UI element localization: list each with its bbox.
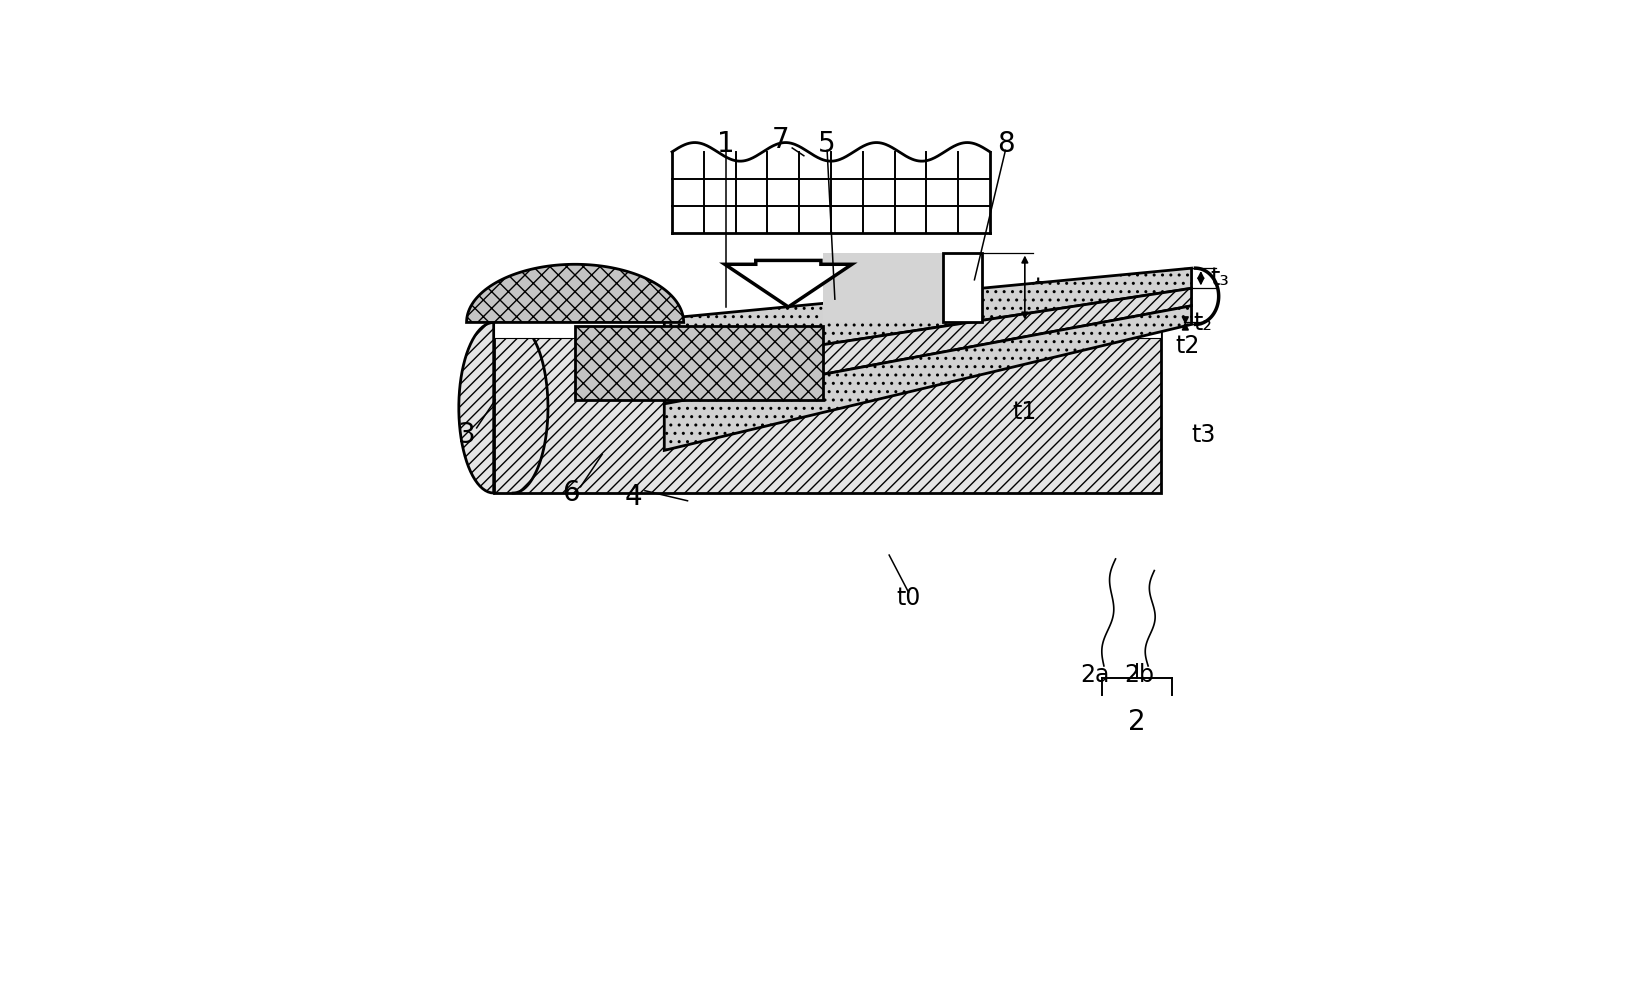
Text: 4: 4 [624,483,642,511]
Text: t₃: t₃ [1210,266,1228,290]
Text: 2a: 2a [1080,664,1109,687]
Text: t₁: t₁ [1034,276,1052,299]
Bar [494,322,1160,493]
Bar [575,326,823,400]
Polygon shape [665,288,1191,404]
Text: 2: 2 [1129,708,1147,736]
Text: t0: t0 [896,586,920,609]
Text: t3: t3 [1191,423,1215,447]
Polygon shape [665,306,1191,450]
Text: 3: 3 [458,421,476,449]
Text: 7: 7 [772,126,790,154]
Bar [494,322,1160,338]
Polygon shape [459,322,494,493]
Text: 8: 8 [997,130,1015,158]
Polygon shape [665,268,1191,369]
Text: t₂: t₂ [1192,311,1212,335]
Text: t2: t2 [1176,333,1201,357]
Text: 5: 5 [818,130,836,158]
Polygon shape [466,264,684,322]
Bar [823,253,982,322]
Text: 6: 6 [562,479,580,508]
Text: t1: t1 [1013,400,1038,424]
Text: 1: 1 [717,130,735,158]
Polygon shape [725,261,852,307]
Text: 2b: 2b [1124,664,1153,687]
Bar [943,253,982,322]
